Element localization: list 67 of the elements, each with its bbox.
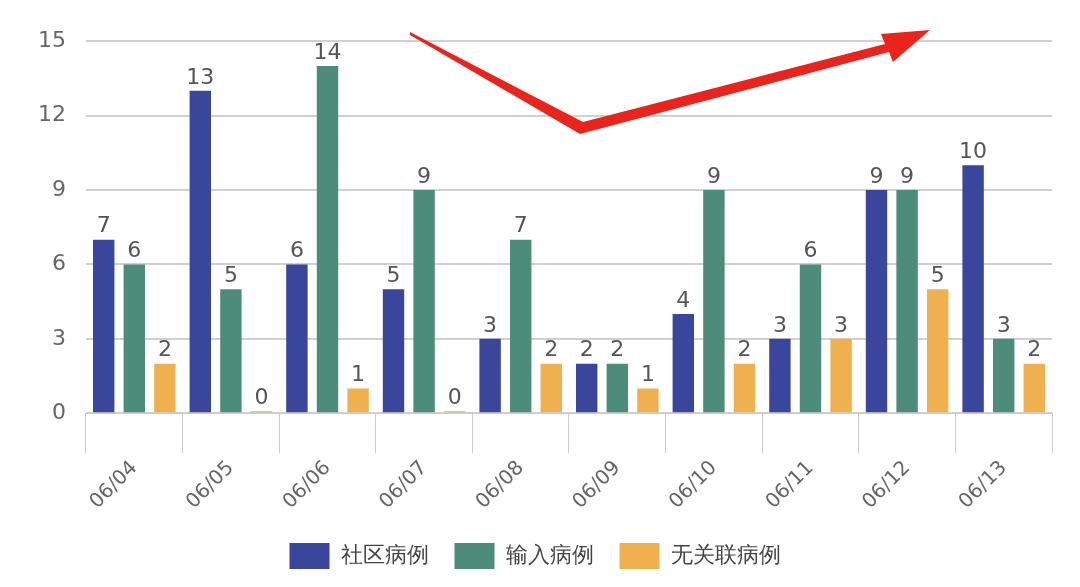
y-tick-label: 9: [51, 175, 66, 201]
data-label: 2: [737, 336, 752, 362]
bar: [672, 314, 695, 413]
data-label: 2: [157, 336, 172, 362]
y-tick-label: 15: [37, 26, 66, 52]
bar: [123, 264, 145, 413]
data-label: 3: [834, 311, 849, 337]
legend-label: 社区病例: [340, 541, 429, 567]
data-label: 9: [706, 162, 721, 188]
data-label: 10: [959, 137, 988, 163]
bar: [606, 363, 628, 413]
data-label: 3: [483, 311, 498, 337]
bar: [769, 338, 791, 413]
bar: [733, 363, 756, 413]
bar: [576, 363, 598, 413]
data-label: 9: [900, 162, 915, 188]
bar: [703, 190, 725, 413]
bar: [799, 264, 822, 413]
data-label: 2: [579, 336, 594, 362]
data-label: 5: [223, 261, 238, 287]
bar: [154, 363, 176, 413]
data-label: 7: [96, 212, 111, 238]
data-label: 2: [610, 336, 625, 362]
bar: [540, 363, 562, 413]
data-label: 13: [186, 63, 215, 89]
data-label: 5: [930, 261, 945, 287]
bar: [865, 190, 888, 413]
y-tick-label: 6: [51, 250, 66, 276]
data-label: 2: [1027, 336, 1042, 362]
data-label: 6: [127, 237, 142, 263]
data-label: 1: [640, 361, 655, 387]
bar: [479, 338, 501, 413]
bar: [830, 338, 852, 413]
data-label: 9: [417, 162, 432, 188]
data-label: 1: [351, 361, 366, 387]
data-label: 9: [869, 162, 884, 188]
data-label: 14: [313, 38, 342, 64]
bar: [637, 388, 659, 413]
y-tick-label: 0: [51, 398, 66, 424]
bar: [93, 239, 115, 413]
bar: [962, 165, 984, 413]
bar: [1023, 363, 1045, 413]
bar: [347, 388, 369, 413]
bar: [509, 239, 532, 413]
bar: [926, 289, 949, 413]
data-label: 3: [996, 311, 1011, 337]
bar: [382, 289, 405, 413]
bar: [220, 289, 242, 413]
bar: [316, 66, 339, 413]
data-label: 3: [772, 311, 787, 337]
data-label: 4: [676, 286, 691, 312]
legend-label: 无关联病例: [670, 541, 781, 567]
data-label: 7: [513, 212, 528, 238]
y-tick-label: 12: [37, 101, 66, 127]
bar: [413, 190, 435, 413]
bar: [992, 338, 1015, 413]
bar: [189, 90, 212, 413]
data-label: 2: [544, 336, 559, 362]
data-label: 0: [254, 383, 269, 409]
legend-label: 输入病例: [505, 541, 594, 567]
data-label: 6: [803, 237, 818, 263]
data-label: 6: [289, 237, 304, 263]
bar: [286, 264, 308, 413]
data-label: 0: [447, 383, 462, 409]
y-tick-label: 3: [51, 324, 66, 350]
data-label: 5: [386, 261, 401, 287]
bar: [896, 190, 918, 413]
